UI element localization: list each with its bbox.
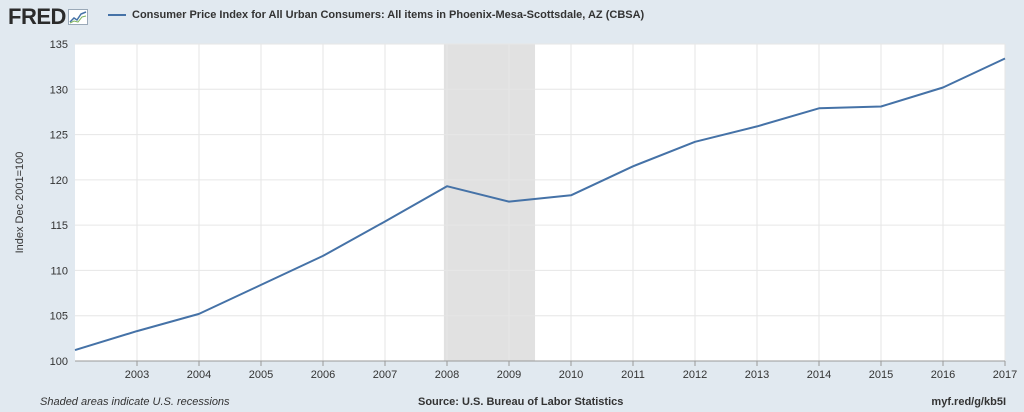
x-tick-label: 2004: [187, 369, 211, 381]
x-tick-label: 2008: [435, 369, 459, 381]
legend-swatch: [108, 14, 126, 16]
series-line: [74, 57, 1006, 352]
x-tick-label: 2005: [249, 369, 273, 381]
logo-text: FRED: [8, 4, 66, 29]
x-tick-label: 2006: [311, 369, 335, 381]
y-tick-label: 100: [50, 356, 68, 368]
x-tick-label: 2012: [683, 369, 707, 381]
legend-label: Consumer Price Index for All Urban Consu…: [132, 9, 645, 21]
x-tick-label: 2009: [497, 369, 521, 381]
x-tick-label: 2014: [807, 369, 831, 381]
recession-note: Shaded areas indicate U.S. recessions: [40, 396, 230, 408]
x-tick-label: 2015: [869, 369, 893, 381]
x-tick-label: 2017: [993, 369, 1017, 381]
fred-logo[interactable]: FRED: [8, 4, 88, 30]
y-tick-label: 135: [50, 39, 68, 51]
x-tick-label: 2003: [125, 369, 149, 381]
source-note: Source: U.S. Bureau of Labor Statistics: [418, 396, 624, 408]
y-tick-label: 115: [50, 220, 68, 232]
x-tick-label: 2016: [931, 369, 955, 381]
y-axis-label: Index Dec 2001=100: [14, 152, 26, 254]
chart-trend-icon: [67, 9, 88, 25]
recession-shade: [443, 44, 536, 361]
x-tick-label: 2007: [373, 369, 397, 381]
y-tick-label: 125: [50, 130, 68, 142]
y-tick-label: 130: [50, 84, 68, 96]
y-tick-label: 110: [50, 265, 68, 277]
x-tick-label: 2013: [745, 369, 769, 381]
chart-legend: Consumer Price Index for All Urban Consu…: [108, 9, 644, 21]
x-tick-label: 2011: [621, 369, 645, 381]
plot-area: [75, 44, 1005, 361]
y-tick-label: 105: [50, 311, 68, 323]
short-url-link[interactable]: myf.red/g/kb5I: [931, 396, 1006, 408]
x-tick-label: 2010: [559, 369, 583, 381]
y-tick-label: 120: [50, 175, 68, 187]
